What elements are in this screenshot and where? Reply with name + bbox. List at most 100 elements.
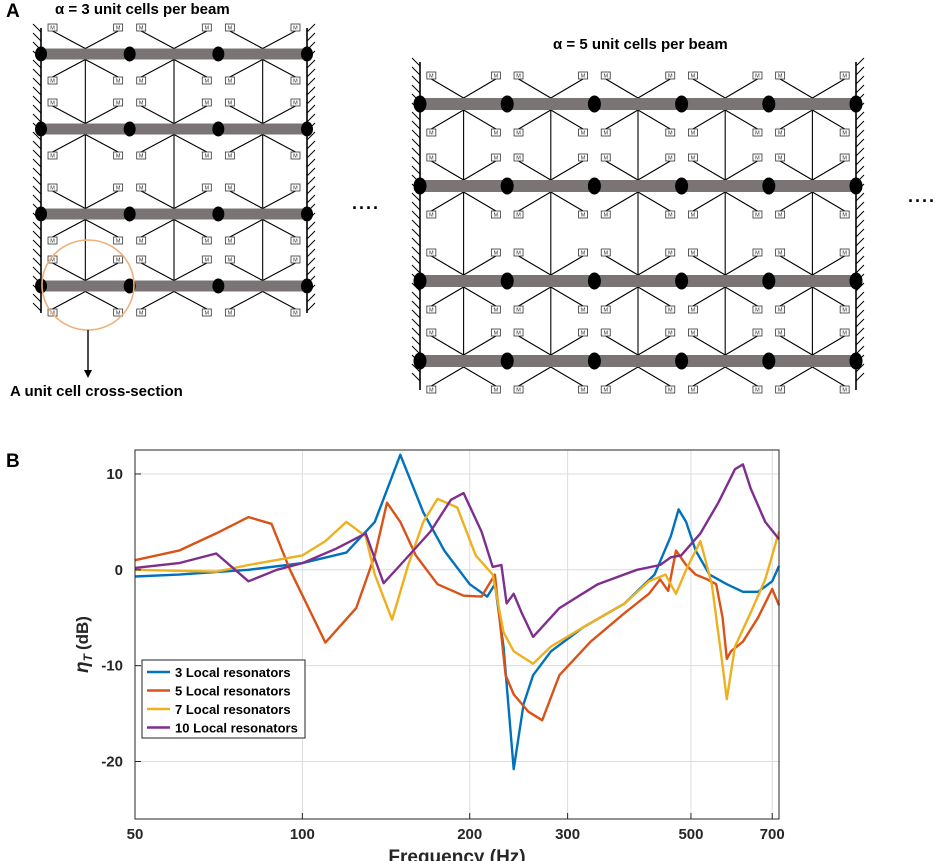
resonator-arm <box>550 335 584 356</box>
mass-label: M <box>50 239 55 245</box>
mass-label: M <box>116 239 121 245</box>
resonator-mass <box>490 210 501 219</box>
resonator-mass <box>224 236 235 245</box>
wall-hatch <box>411 336 421 346</box>
mass-label: M <box>293 79 298 85</box>
resonator-mass <box>775 305 786 314</box>
resonator-arm <box>173 291 208 310</box>
resonator-mass <box>290 308 301 317</box>
beam-joint <box>301 278 313 294</box>
wall-hatch <box>306 95 316 105</box>
wall-hatch <box>411 210 421 220</box>
mass-label: M <box>228 239 233 245</box>
resonator-mass <box>47 23 58 32</box>
resonator-arm <box>692 366 726 387</box>
wall-hatch <box>306 167 316 177</box>
y-axis-label: ηT (dB) <box>72 616 95 673</box>
mass-label: M <box>139 311 144 317</box>
mass-label: M <box>494 156 499 162</box>
mass-label: M <box>603 213 608 219</box>
resonator-mass <box>688 71 698 80</box>
wall-hatch <box>411 291 421 301</box>
wall-hatch <box>411 75 421 85</box>
resonator-mass <box>665 71 676 80</box>
resonator-arm <box>550 109 584 130</box>
mass-label: M <box>228 258 233 264</box>
resonator-arm <box>173 134 208 153</box>
mass-label: M <box>778 251 783 257</box>
resonator-mass <box>224 151 235 160</box>
mass-label: M <box>228 26 233 32</box>
resonator-arm <box>229 291 263 310</box>
resonator-arm <box>463 366 497 387</box>
beam-joint <box>212 121 225 137</box>
wall-hatch <box>32 293 42 303</box>
beam-joint <box>762 272 776 290</box>
wall-hatch <box>32 257 42 267</box>
wall-hatch <box>306 23 316 33</box>
mass-label: M <box>429 251 434 257</box>
mass-label: M <box>139 239 144 245</box>
resonator-mass <box>136 76 147 85</box>
mass-label: M <box>205 311 210 317</box>
resonator-arm <box>518 255 552 276</box>
chart-series <box>134 453 781 771</box>
resonator-arm <box>550 78 584 99</box>
resonator-mass <box>752 71 763 80</box>
resonator-mass <box>513 71 524 80</box>
resonator-arm <box>229 105 263 124</box>
mass-label: M <box>691 74 696 80</box>
legend-label: 5 Local resonators <box>175 684 291 699</box>
resonator-arm <box>262 219 296 238</box>
alpha-3-caption: α = 3 unit cells per beam <box>55 1 230 18</box>
resonator-mass <box>224 255 235 264</box>
beam-joint <box>413 352 427 370</box>
wall-hatch <box>32 302 42 312</box>
resonator-mass <box>113 183 124 192</box>
mass-label: M <box>50 101 55 107</box>
resonator-mass <box>201 236 212 245</box>
resonator-arm <box>724 335 758 356</box>
mass-label: M <box>603 131 608 137</box>
resonator-arm <box>463 78 497 99</box>
wall-hatch <box>411 363 421 373</box>
mass-label: M <box>691 213 696 219</box>
mass-label: M <box>691 131 696 137</box>
resonator-arm <box>550 366 584 387</box>
resonator-arm <box>637 191 671 212</box>
resonator-arm <box>140 134 175 153</box>
resonator-arm <box>518 78 552 99</box>
mass-label: M <box>228 186 233 192</box>
resonator-mass <box>47 98 58 107</box>
resonator-mass <box>490 153 501 162</box>
beam-joint <box>212 206 225 222</box>
wall-hatch <box>411 237 421 247</box>
resonator-mass <box>290 236 301 245</box>
resonator-mass <box>426 305 437 314</box>
wall-hatch <box>411 228 421 238</box>
wall-hatch <box>32 248 42 258</box>
wall-hatch <box>306 185 316 195</box>
mass-label: M <box>139 186 144 192</box>
resonator-mass <box>290 255 301 264</box>
resonator-mass <box>224 308 235 317</box>
mass-label: M <box>603 156 608 162</box>
wall-hatch <box>306 194 316 204</box>
resonator-mass <box>600 128 611 137</box>
wall-hatch <box>306 257 316 267</box>
wall-hatch <box>306 230 316 240</box>
wall-hatch <box>306 248 316 258</box>
resonator-mass <box>600 385 611 394</box>
mass-label: M <box>494 251 499 257</box>
resonator-arm <box>173 219 208 238</box>
wall-hatch <box>855 255 865 265</box>
mass-label: M <box>691 251 696 257</box>
beam-joint <box>123 206 136 222</box>
beam-joint <box>675 177 689 195</box>
wall-hatch <box>32 158 42 168</box>
beam-joint <box>849 177 863 195</box>
resonator-mass <box>665 305 676 314</box>
mass-label: M <box>205 258 210 264</box>
resonator-arm <box>692 160 726 181</box>
